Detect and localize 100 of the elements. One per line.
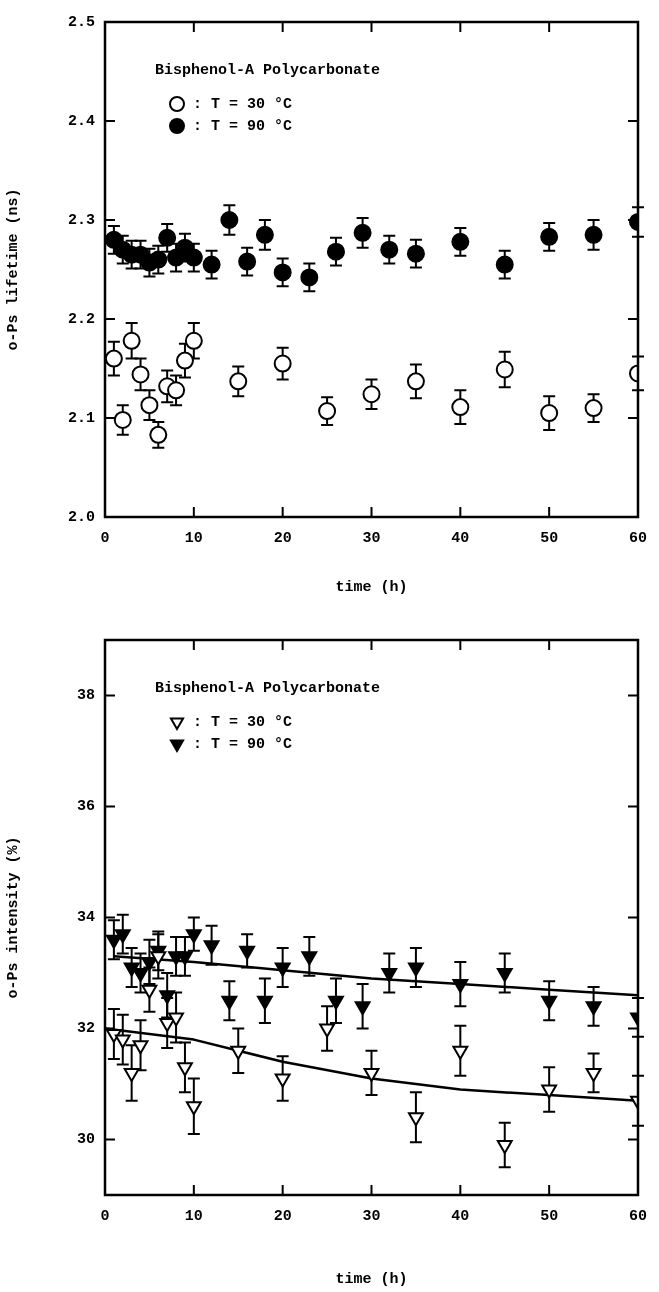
- point: [149, 250, 168, 269]
- point: [326, 242, 345, 261]
- y-tick-label: 32: [76, 1020, 95, 1038]
- legend-label: : T = 30 °C: [193, 713, 293, 731]
- point: [451, 232, 470, 251]
- point: [496, 968, 513, 982]
- point: [131, 365, 150, 384]
- x-tick-label: 20: [273, 1207, 292, 1225]
- x-axis-title: time (h): [335, 1270, 408, 1288]
- point: [319, 1023, 336, 1038]
- point: [256, 995, 273, 1010]
- point: [541, 1084, 558, 1099]
- point: [353, 223, 372, 242]
- point: [159, 1017, 176, 1032]
- x-tick-label: 10: [184, 529, 203, 547]
- text: Bisphenol-A Polycarbonate: [155, 61, 381, 79]
- point: [185, 929, 202, 944]
- point: [114, 1034, 131, 1049]
- point: [451, 398, 470, 417]
- x-tick-label: 10: [184, 1207, 203, 1225]
- point: [380, 240, 399, 259]
- x-tick-label: 40: [451, 1207, 470, 1225]
- point: [585, 1067, 602, 1082]
- legend-label: : T = 30 °C: [193, 95, 293, 113]
- point: [114, 929, 131, 944]
- point: [229, 372, 248, 391]
- point: [184, 248, 203, 267]
- y-tick-label: 2.3: [67, 211, 95, 229]
- point: [202, 255, 221, 274]
- point: [132, 1040, 149, 1055]
- y-axis-title: o-Ps intensity (%): [4, 836, 22, 999]
- x-tick-label: 30: [362, 1207, 381, 1225]
- point: [149, 425, 168, 444]
- point: [238, 252, 257, 271]
- point: [406, 244, 425, 263]
- y-tick-label: 2.2: [67, 310, 95, 328]
- point: [255, 225, 274, 244]
- point: [123, 962, 140, 977]
- y-tick-label: 2.5: [67, 13, 95, 31]
- point: [113, 410, 132, 429]
- point: [123, 1067, 140, 1082]
- point: [496, 1140, 513, 1155]
- point: [328, 995, 344, 1010]
- x-tick-label: 30: [362, 529, 381, 547]
- point: [584, 399, 603, 418]
- point: [318, 402, 337, 421]
- point: [585, 1001, 602, 1016]
- point: [300, 268, 319, 287]
- point: [407, 962, 424, 977]
- point: [407, 1112, 424, 1127]
- point: [177, 951, 193, 966]
- point: [105, 934, 122, 949]
- point: [158, 228, 177, 247]
- y-axis-title: o-Ps lifetime (ns): [4, 188, 22, 351]
- point: [177, 1062, 193, 1077]
- point: [230, 1045, 247, 1060]
- y-tick-label: 30: [76, 1131, 95, 1149]
- legend-label: : T = 90 °C: [193, 117, 293, 135]
- point: [274, 1073, 291, 1088]
- point: [167, 381, 186, 400]
- point: [354, 1001, 371, 1016]
- point: [221, 995, 238, 1010]
- point: [584, 225, 603, 244]
- text: Bisphenol-A Polycarbonate: [155, 679, 381, 697]
- point: [150, 951, 167, 966]
- x-tick-label: 60: [628, 529, 648, 547]
- point: [495, 360, 514, 379]
- x-tick-label: 0: [100, 529, 110, 547]
- point: [540, 227, 559, 246]
- point: [203, 940, 220, 955]
- legend-label: : T = 90 °C: [193, 735, 293, 753]
- point: [541, 995, 558, 1010]
- y-tick-label: 2.1: [67, 409, 95, 427]
- x-tick-label: 60: [628, 1207, 648, 1225]
- point: [273, 263, 292, 282]
- point: [540, 404, 559, 423]
- point: [141, 984, 158, 999]
- point: [274, 962, 291, 977]
- point: [168, 1012, 184, 1027]
- point: [122, 331, 141, 350]
- point: [185, 1101, 202, 1116]
- x-tick-label: 50: [540, 529, 559, 547]
- x-tick-label: 50: [540, 1207, 559, 1225]
- point: [175, 351, 194, 370]
- point: [381, 968, 398, 982]
- point: [140, 396, 159, 415]
- x-tick-label: 40: [451, 529, 470, 547]
- point: [159, 990, 176, 1005]
- x-tick-label: 0: [100, 1207, 110, 1225]
- y-tick-label: 2.0: [67, 508, 95, 526]
- point: [105, 349, 123, 368]
- x-tick-label: 20: [273, 529, 292, 547]
- point: [363, 1067, 380, 1082]
- point: [301, 951, 318, 966]
- x-axis-title: time (h): [335, 578, 408, 596]
- point: [406, 372, 425, 391]
- point: [184, 331, 203, 350]
- point: [220, 211, 239, 229]
- point: [273, 354, 292, 373]
- y-tick-label: 34: [76, 909, 95, 927]
